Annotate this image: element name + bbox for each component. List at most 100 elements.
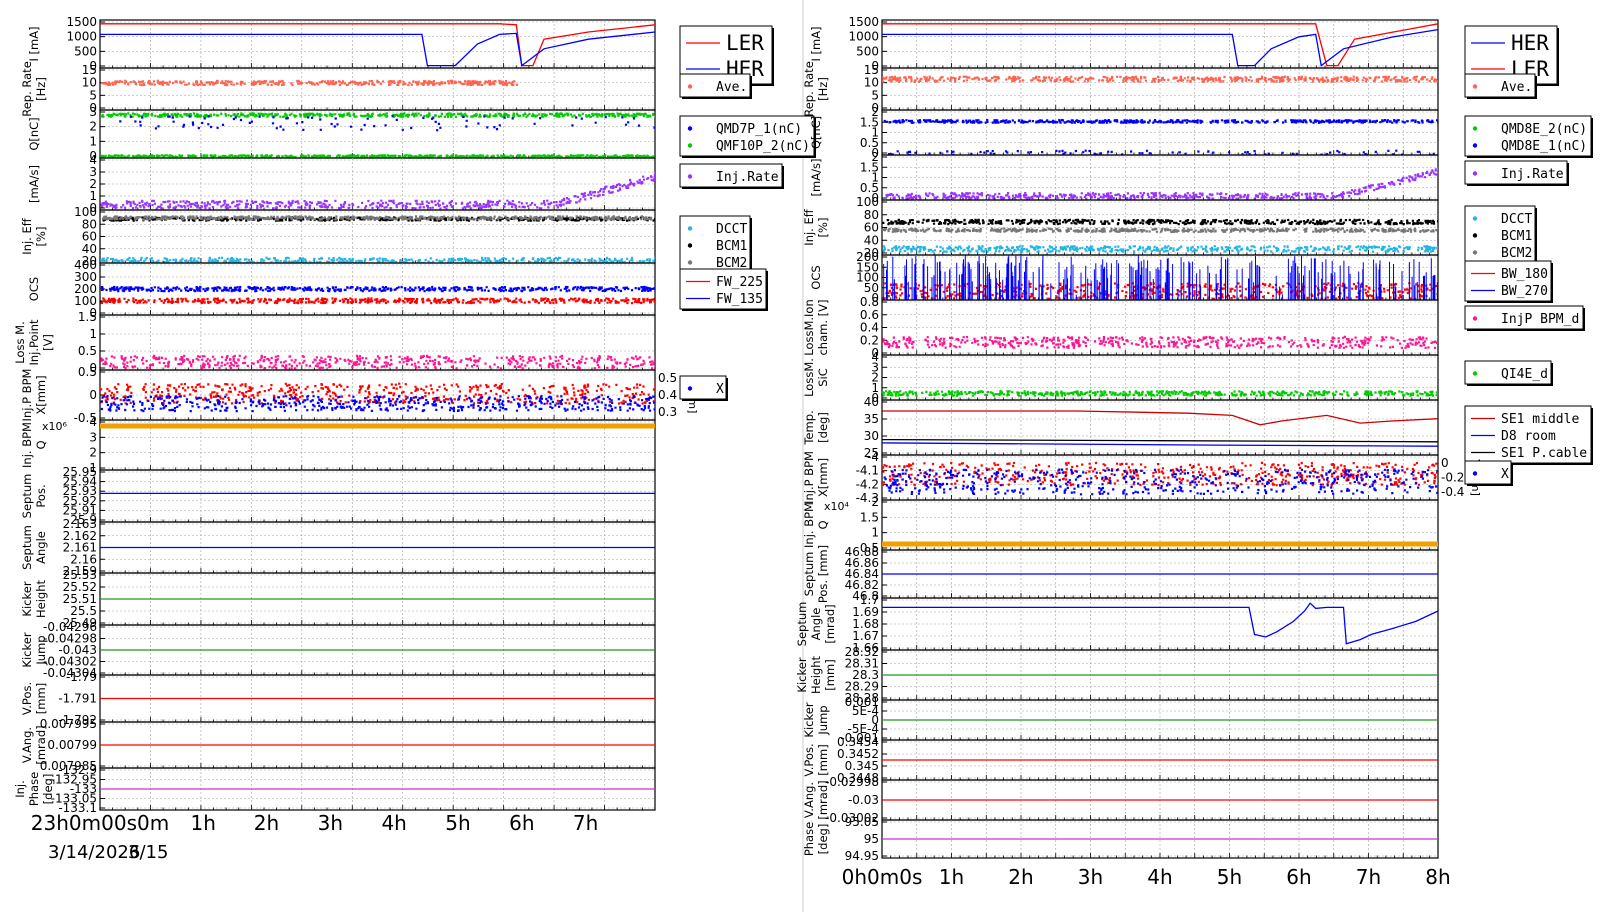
ylabel: Kicker [795,657,809,692]
ytick-label: 0.345 [845,759,879,773]
ylabel: Angle [809,608,823,641]
panel-R7: 0.80.60.40.20 LossM.Ion cham. [V] [802,295,1439,360]
series-line-blue [882,442,1438,447]
ylabel: Septum [20,474,34,519]
ytick-label: 95 [864,832,879,846]
xtick-label: 7h [573,811,598,835]
ytick-label: 4 [871,350,879,364]
ytick-label: 0 [89,388,97,402]
ylabel: V.Ang. [20,727,34,763]
ytick-label: 4 [89,153,97,167]
ytick-label: 1 [89,134,97,148]
legend-box [1464,405,1592,464]
ytick-label: 80 [82,217,97,231]
ytick-label: -0.04302 [43,655,97,669]
ylabel: Inj. [13,780,27,798]
ylabel: Q[nC] [809,116,823,149]
ytick-label: 0 [89,59,97,73]
ytick-label: 0.3454 [837,735,879,749]
legend-label: X [716,382,724,397]
ytick-label: -133 [70,782,97,796]
xtick-label: 2h [1008,865,1033,889]
series-dots-cyan [100,256,655,263]
ytick-label: 2.163 [63,517,97,531]
legend-label: BW_270 [1501,284,1548,299]
ytick-label: 0.3452 [837,747,879,761]
series-line-red [882,23,1438,67]
ytick-label: 5E-4 [852,704,879,718]
series-dots-green [100,154,655,158]
xtick-label: 1h [939,865,964,889]
date-label-2: 3/15 [128,842,168,863]
ytick-label: 0 [871,346,879,360]
series-group [100,354,655,370]
ytick-label: -132.9 [58,763,97,777]
ytick-label: 0.001 [845,695,879,709]
ytick-label: 94.95 [845,849,879,863]
ylabel: Inj.Point [27,319,41,366]
legend-dot-swatch [687,84,693,89]
ytick-label: -0.5 [74,411,97,425]
legend-dot-swatch [687,243,693,248]
legend-label: Inj.Rate [716,170,779,185]
ytick-label: -0.043 [58,643,97,657]
legend-box [1464,115,1592,157]
series-line-blue [100,31,655,67]
ytick-label: 25.92 [63,494,97,508]
ylabel: OCS [809,265,823,289]
ylabel: [mA/s] [27,165,41,203]
ylabel: SiC [816,368,830,387]
ytick-label: 4 [89,415,97,429]
ytick-label: 46.84 [845,567,879,581]
ytick-label: 1000 [848,30,879,44]
ytick-label: 0.3448 [837,771,879,785]
legend-label: HER [1511,31,1549,55]
legend-label: QMD7P_1(nC) [716,122,802,137]
ytick-label: 0.5 [860,136,879,150]
legend-R6: BW_180 BW_270 [1464,260,1553,303]
right-tick-label: 0.5 [658,371,677,385]
ylabel: [mA/s] [809,159,823,197]
ytick-label: 1.7 [860,593,879,607]
ylabel: Angle [34,531,48,564]
ytick-label: 1000 [66,30,97,44]
ytick-label: 1 [871,126,879,140]
ytick-label: -133.05 [51,792,97,806]
ylabel: [deg] [816,412,830,443]
legend-box [1464,260,1552,302]
xtick-label: 5h [1217,865,1242,889]
ylabel: I [mA] [809,26,823,61]
ytick-label: 2 [871,371,879,385]
ylabel: V.Pos. [802,743,816,776]
ylabel: Q[nC] [27,117,41,150]
ytick-label: -0.04296 [43,620,97,634]
ytick-label: 1 [89,189,97,203]
ytick-label: 0 [871,59,879,73]
ytick-label: 2.16 [70,552,97,566]
ylabel: Pos. [mm] [816,545,830,603]
right-tick-label: 0.4 [658,388,677,402]
legend-dot-swatch [1472,250,1478,255]
ytick-label: 500 [74,44,97,58]
panel-R4: 21.510.50 [mA/s] [809,150,1439,205]
legend-label: BW_180 [1501,267,1548,282]
ytick-label: 0.8 [860,295,879,309]
ytick-label: 30 [864,429,879,443]
ytick-label: 35 [864,412,879,426]
legend-box [679,375,727,400]
ytick-label: 28.3 [852,668,879,682]
ytick-label: 500 [856,44,879,58]
series-line-darkred [882,410,1438,426]
series-line-black [882,438,1438,443]
legend-R9: SE1 middle D8 room SE1 P.cable [1464,405,1593,465]
legend-R2: Ave. [1464,73,1537,99]
ylabel: X[mm] [34,375,48,414]
ylabel: V.Pos. [20,682,34,715]
ylabel: [V] [41,334,55,351]
legend-dot-swatch [1472,171,1478,176]
ytick-label: 1.5 [78,310,97,324]
series-band-orange [100,423,655,429]
legend-label: LER [726,31,764,55]
